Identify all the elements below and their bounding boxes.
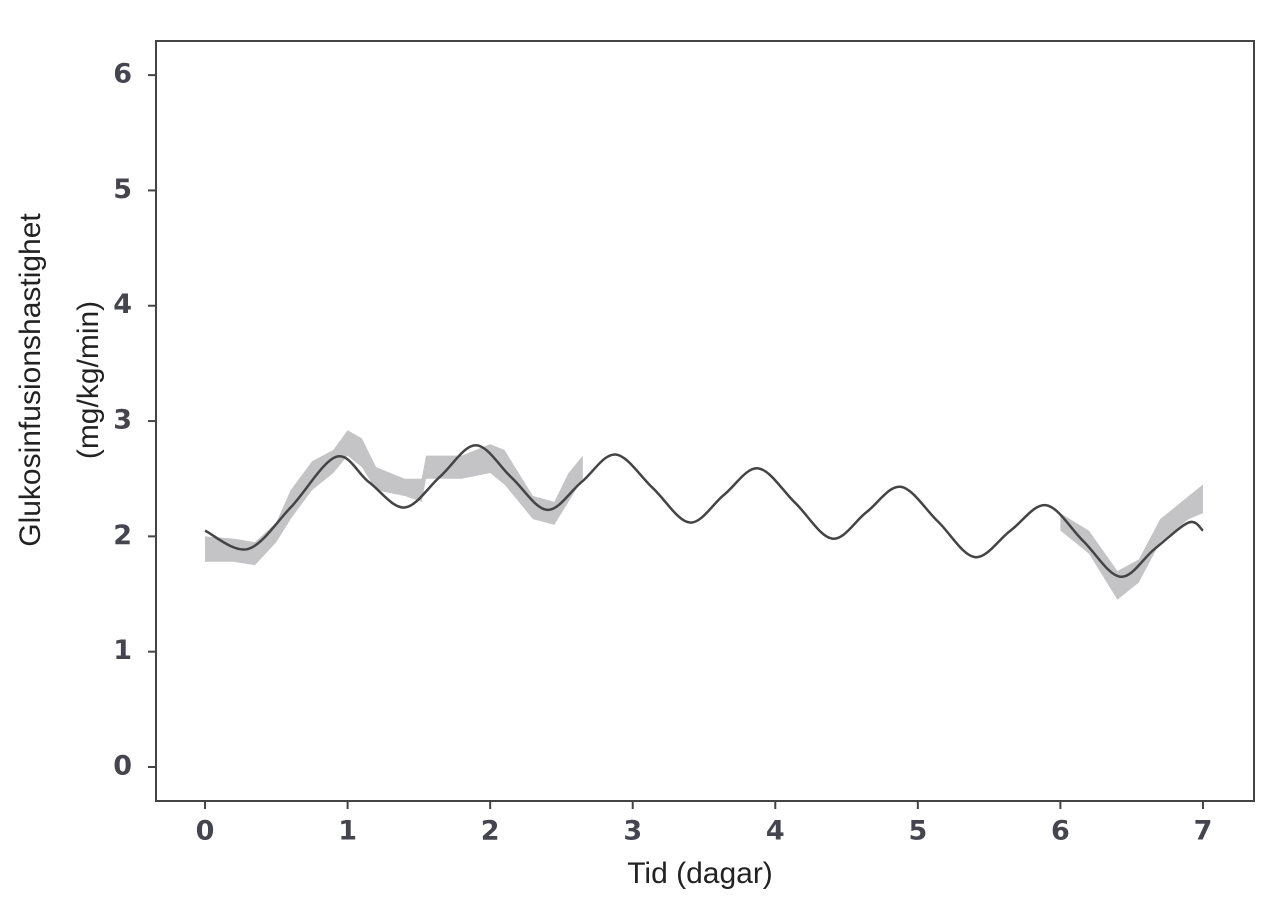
y-tick-label: 6 bbox=[113, 59, 132, 90]
x-tick-label: 0 bbox=[196, 816, 215, 847]
x-tick-label: 4 bbox=[766, 816, 785, 847]
y-tick-label: 0 bbox=[113, 750, 132, 781]
plot-frame bbox=[155, 40, 1255, 802]
x-tick-label: 2 bbox=[481, 816, 500, 847]
x-tick-label: 7 bbox=[1194, 816, 1213, 847]
range-band bbox=[205, 430, 583, 566]
y-tick-label: 3 bbox=[113, 405, 132, 436]
y-tick-label: 1 bbox=[113, 635, 132, 666]
y-tick-label: 4 bbox=[113, 289, 132, 320]
x-tick-label: 5 bbox=[908, 816, 927, 847]
y-tick-label: 2 bbox=[113, 520, 132, 551]
x-tick-label: 1 bbox=[338, 816, 357, 847]
x-tick-label: 6 bbox=[1051, 816, 1070, 847]
y-axis-label: Glukosinfusionshastighet bbox=[14, 213, 47, 547]
y-tick-label: 5 bbox=[113, 174, 132, 205]
x-tick-label: 3 bbox=[623, 816, 642, 847]
range-band bbox=[1060, 484, 1203, 600]
x-axis-label: Tid (dagar) bbox=[627, 857, 773, 890]
y-axis-label: (mg/kg/min) bbox=[72, 301, 105, 459]
line bbox=[204, 444, 1204, 578]
